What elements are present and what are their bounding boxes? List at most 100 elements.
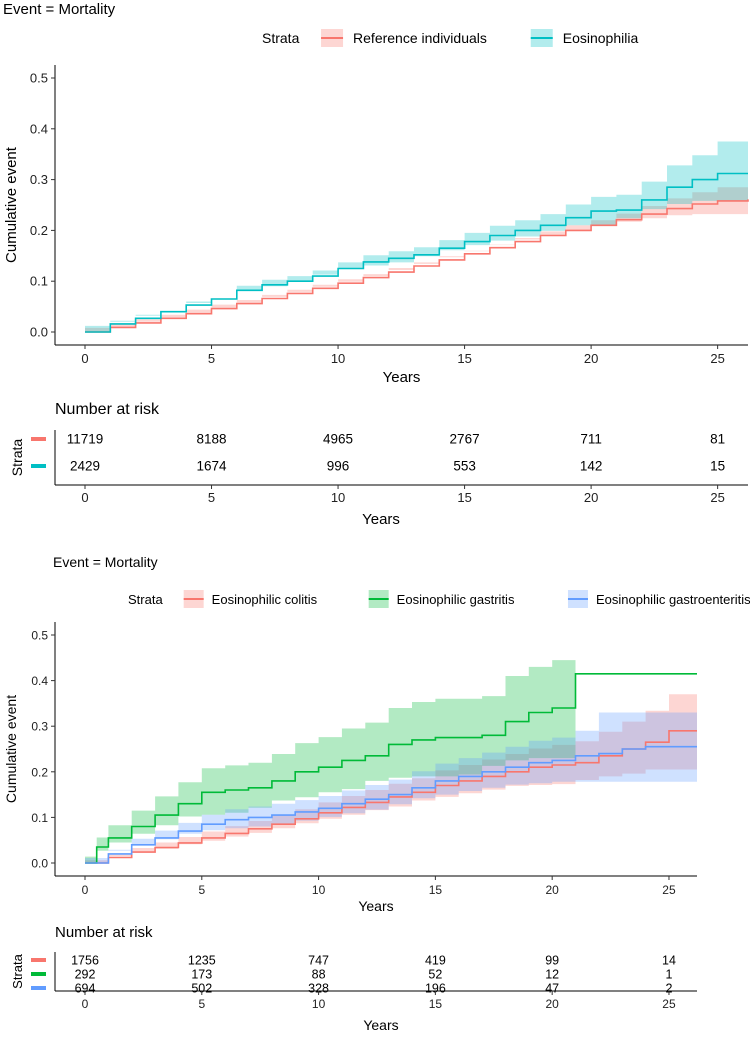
risk-count: 1674 [197,459,228,474]
risk-count: 8188 [197,432,227,447]
legend-label: Eosinophilic colitis [212,592,318,607]
chart-title: Event = Mortality [3,1,116,18]
x-tick-label: 25 [662,883,676,897]
km-curve-eosinophilic-gastritis [85,673,697,864]
risk-count: 502 [191,982,212,996]
risk-count: 4965 [323,432,353,447]
risk-count: 1756 [71,954,99,968]
risk-count: 14 [662,954,676,968]
risk-x-tick-label: 15 [457,490,471,505]
risk-count: 419 [425,954,446,968]
risk-x-tick-label: 20 [545,997,559,1011]
risk-count: 292 [75,968,96,982]
risk-count: 1235 [188,954,216,968]
chart-title: Event = Mortality [53,554,158,570]
km-curve-eosinophilia [85,172,748,333]
risk-x-tick-label: 20 [584,490,598,505]
risk-table-x-label: Years [363,1017,398,1033]
x-tick-label: 15 [457,351,471,366]
legend-title: Strata [262,30,300,46]
risk-table-title: Number at risk [55,924,153,941]
legend-label: Eosinophilic gastritis [397,592,515,607]
risk-count: 2767 [450,432,480,447]
ci-band-eosinophilic-gastroenteritis [85,712,697,863]
km-panel-eosinophilic-subtypes: Event = Mortality Strata Eosinophilic coli… [0,550,750,1035]
x-tick-label: 10 [331,351,345,366]
risk-count: 47 [545,982,559,996]
legend-item-eosinophilic-colitis: Eosinophilic colitis [183,590,318,608]
ci-band-eosinophilia [85,141,748,332]
risk-table-x-label: Years [362,511,400,528]
legend-label: Eosinophilia [563,30,639,46]
risk-count: 142 [580,459,603,474]
km-chart-eosinophilia: Event = Mortality Strata Reference individ… [3,1,749,528]
risk-x-tick-label: 0 [81,490,88,505]
x-tick-label: 5 [208,351,215,366]
legend-label: Reference individuals [353,30,487,46]
y-tick-label: 0.5 [30,71,48,86]
risk-x-tick-label: 10 [331,490,345,505]
risk-count: 2429 [70,459,100,474]
risk-x-tick-label: 25 [710,490,724,505]
km-chart-eosinophilic-subtypes: Event = Mortality Strata Eosinophilic coli… [3,554,750,1033]
y-tick-label: 0.3 [31,720,48,734]
y-tick-label: 0.1 [30,274,48,289]
legend-label: Eosinophilic gastroenteritis [596,592,750,607]
risk-count: 81 [710,432,725,447]
x-tick-label: 0 [82,883,89,897]
km-curve-reference-individuals [85,199,749,333]
risk-x-tick-label: 25 [662,997,676,1011]
y-tick-label: 0.4 [30,121,48,136]
risk-x-tick-label: 5 [208,490,215,505]
x-tick-label: 0 [81,351,88,366]
ci-band-eosinophilic-gastritis [85,660,576,863]
legend-item-eosinophilic-gastritis: Eosinophilic gastritis [368,590,515,608]
y-tick-label: 0.0 [30,325,48,340]
legend-item-reference-individuals: Reference individuals [321,29,487,47]
risk-x-tick-label: 5 [198,997,205,1011]
ci-band-eosinophilic-colitis [85,694,697,863]
risk-x-tick-label: 15 [429,997,443,1011]
y-tick-label: 0.0 [31,857,48,871]
risk-count: 173 [191,968,212,982]
y-axis-label: Cumulative event [3,695,19,803]
risk-count: 711 [580,432,602,447]
risk-count: 553 [453,459,476,474]
km-curve-eosinophilic-gastroenteritis [85,745,697,864]
x-axis-label: Years [358,898,393,914]
risk-table-strata-label: Strata [10,953,25,988]
y-tick-label: 0.3 [30,172,48,187]
x-tick-label: 20 [545,883,559,897]
risk-table-title: Number at risk [55,401,160,418]
risk-count: 88 [312,968,326,982]
risk-x-tick-label: 10 [312,997,326,1011]
y-tick-label: 0.5 [31,629,48,643]
risk-count: 2 [665,982,672,996]
y-tick-label: 0.1 [31,811,48,825]
risk-count: 1 [665,968,672,982]
risk-count: 996 [327,459,350,474]
x-tick-label: 20 [584,351,598,366]
risk-table-strata-label: Strata [9,439,25,477]
risk-count: 11719 [67,432,104,447]
y-tick-label: 0.4 [31,674,48,688]
ci-band-reference-individuals [85,184,748,332]
risk-count: 52 [428,968,442,982]
x-tick-label: 10 [312,883,326,897]
y-axis-label: Cumulative event [3,146,20,263]
y-tick-label: 0.2 [31,765,48,779]
risk-x-tick-label: 0 [82,997,89,1011]
risk-count: 15 [710,459,725,474]
x-tick-label: 15 [429,883,443,897]
risk-count: 12 [545,968,559,982]
risk-count: 99 [545,954,559,968]
risk-count: 196 [425,982,446,996]
risk-count: 328 [308,982,329,996]
legend-title: Strata [128,592,163,607]
legend-item-eosinophilia: Eosinophilia [530,29,639,47]
legend-item-eosinophilic-gastroenteritis: Eosinophilic gastroenteritis [567,590,750,608]
km-panel-eosinophilia: Event = Mortality Strata Reference individ… [3,1,749,528]
x-tick-label: 25 [710,351,724,366]
y-tick-label: 0.2 [30,223,48,238]
risk-count: 747 [308,954,329,968]
